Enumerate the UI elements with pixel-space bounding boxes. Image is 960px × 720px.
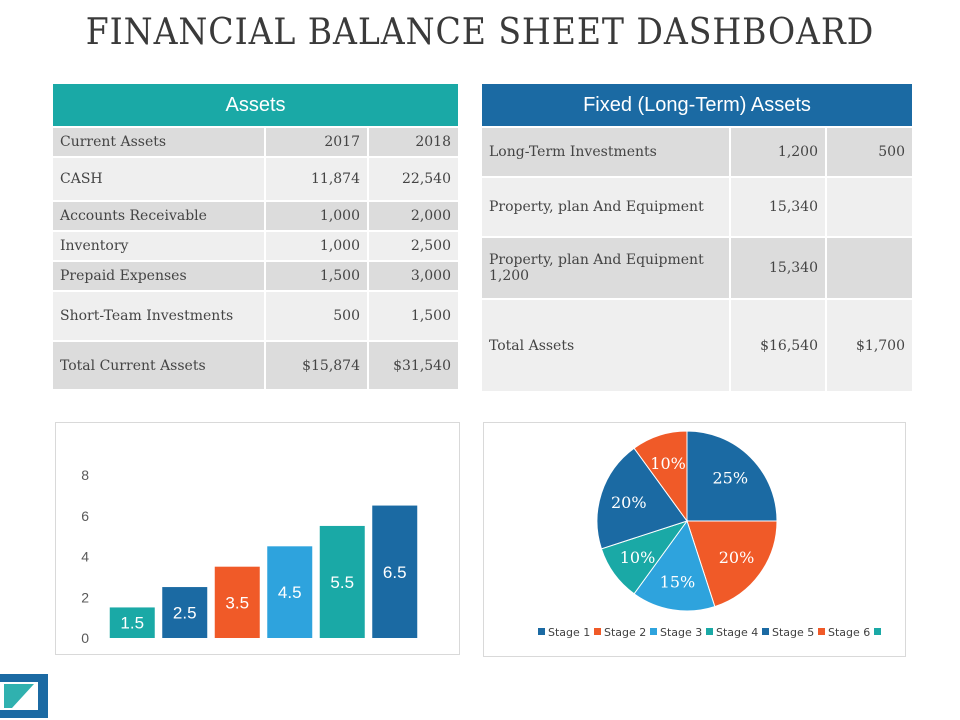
bar-data-label: 5.5: [330, 573, 354, 592]
row-label: Property, plan And Equipment 1,200: [482, 236, 731, 299]
legend-entry: Stage 6: [828, 626, 870, 639]
pie-slice: [686, 430, 778, 522]
fixed-assets-panel: Fixed (Long-Term) Assets Long-Term Inves…: [482, 84, 912, 391]
assets-column-header-row: Current Assets 2017 2018: [53, 126, 458, 157]
legend-swatch: [874, 628, 881, 635]
row-label: Accounts Receivable: [53, 200, 266, 231]
value-2: $1,700: [826, 298, 912, 391]
row-label: CASH: [53, 156, 266, 201]
bar: [319, 525, 365, 638]
row-label: Short-Team Investments: [53, 290, 266, 341]
bar-data-label: 3.5: [225, 593, 249, 612]
legend-swatch: [706, 628, 713, 635]
value-2: 500: [826, 126, 912, 177]
legend-swatch: [538, 628, 545, 635]
pie-data-label: 20%: [611, 493, 647, 512]
table-row: Property, plan And Equipment 1,200 15,34…: [482, 236, 912, 299]
pie-data-label: 20%: [719, 548, 755, 567]
fixed-assets-header: Fixed (Long-Term) Assets: [482, 84, 912, 126]
value-2: [826, 176, 912, 237]
bar-data-label: 2.5: [173, 604, 197, 623]
value-2018: 3,000: [368, 260, 458, 291]
table-row: CASH 11,874 22,540: [53, 156, 458, 201]
table-row: Prepaid Expenses 1,500 3,000: [53, 260, 458, 291]
pie-slice: [633, 519, 716, 612]
pie-data-label: 25%: [712, 469, 748, 488]
value-2018: $31,540: [368, 340, 458, 389]
table-row: Property, plan And Equipment 15,340: [482, 176, 912, 237]
value-2018: 1,500: [368, 290, 458, 341]
y-tick-label: 0: [81, 630, 89, 646]
pie-slice: [596, 447, 688, 550]
legend-swatch: [818, 628, 825, 635]
value-2017: 11,874: [265, 156, 369, 201]
bar: [214, 566, 260, 638]
bar: [267, 546, 313, 638]
row-label: Total Assets: [482, 298, 731, 391]
table-row: Short-Team Investments 500 1,500: [53, 290, 458, 341]
row-label: Prepaid Expenses: [53, 260, 266, 291]
row-label: Inventory: [53, 230, 266, 261]
legend-entry: Stage 2: [604, 626, 646, 639]
row-label: Long-Term Investments: [482, 126, 731, 177]
legend-entry: Stage 5: [772, 626, 814, 639]
bar-data-label: 6.5: [383, 563, 407, 582]
bar: [162, 587, 208, 638]
y-tick-label: 6: [81, 508, 89, 524]
value-2017: $15,874: [265, 340, 369, 389]
assets-panel: Assets Current Assets 2017 2018 CASH 11,…: [53, 84, 458, 389]
total-row: Total Assets $16,540 $1,700: [482, 298, 912, 391]
legend-swatch: [650, 628, 657, 635]
table-row: Accounts Receivable 1,000 2,000: [53, 200, 458, 231]
pie-slice: [633, 430, 688, 523]
value-1: 1,200: [730, 126, 827, 177]
row-label: Property, plan And Equipment: [482, 176, 731, 237]
column-header-current-assets: Current Assets: [53, 126, 266, 157]
bar-data-label: 4.5: [278, 583, 302, 602]
bar-chart: 0 2 4 6 8 1.5 2.5 3.5 4.5 5.5 6.5: [81, 467, 418, 646]
legend-entry: Stage 4: [716, 626, 758, 639]
legend-entry: Stage 1: [548, 626, 590, 639]
bar-chart-container: 0 2 4 6 8 1.5 2.5 3.5 4.5 5.5 6.5: [55, 422, 460, 655]
page-title: FINANCIAL BALANCE SHEET DASHBOARD: [85, 12, 875, 53]
value-2018: 2,500: [368, 230, 458, 261]
bar: [109, 607, 155, 638]
legend-swatch: [762, 628, 769, 635]
value-1: 15,340: [730, 176, 827, 237]
row-label: Total Current Assets: [53, 340, 266, 389]
value-2017: 500: [265, 290, 369, 341]
value-1: 15,340: [730, 236, 827, 299]
legend-swatch: [594, 628, 601, 635]
assets-table: Current Assets 2017 2018 CASH 11,874 22,…: [53, 126, 458, 389]
bar-data-label: 1.5: [120, 614, 144, 633]
table-row: Long-Term Investments 1,200 500: [482, 126, 912, 177]
legend-entry: Stage 3: [660, 626, 702, 639]
value-2: [826, 236, 912, 299]
y-tick-label: 8: [81, 467, 89, 483]
pie-data-label: 10%: [650, 454, 686, 473]
corner-bracket-icon: [0, 674, 48, 718]
bar: [372, 505, 418, 638]
pie-data-label: 10%: [620, 548, 656, 567]
value-2018: 2,000: [368, 200, 458, 231]
pie-data-label: 15%: [660, 572, 696, 591]
column-header-2017: 2017: [265, 126, 369, 157]
value-2017: 1,000: [265, 230, 369, 261]
pie-slice: [686, 520, 778, 608]
y-tick-label: 4: [81, 549, 89, 565]
fixed-assets-table: Long-Term Investments 1,200 500 Property…: [482, 126, 912, 391]
total-row: Total Current Assets $15,874 $31,540: [53, 340, 458, 389]
value-2017: 1,000: [265, 200, 369, 231]
value-2017: 1,500: [265, 260, 369, 291]
column-header-2018: 2018: [368, 126, 458, 157]
value-1: $16,540: [730, 298, 827, 391]
value-2018: 22,540: [368, 156, 458, 201]
table-row: Inventory 1,000 2,500: [53, 230, 458, 261]
y-tick-label: 2: [81, 589, 89, 605]
assets-header: Assets: [53, 84, 458, 126]
